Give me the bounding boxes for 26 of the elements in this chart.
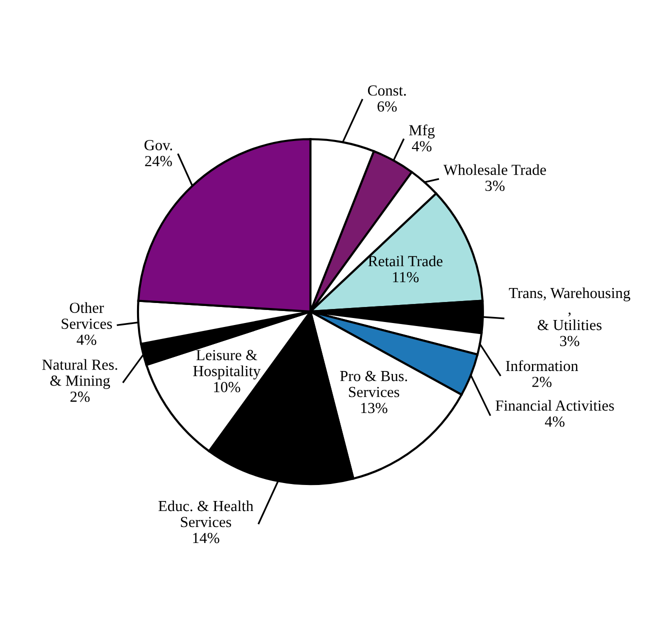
slice-label: Natural Res. & Mining xyxy=(42,359,118,389)
data-label: 3% xyxy=(485,180,505,192)
data-label: 2% xyxy=(70,392,90,402)
data-label: 10% xyxy=(214,382,240,392)
data-label: 4% xyxy=(76,334,96,345)
data-label: 13% xyxy=(361,402,388,414)
data-label: 14% xyxy=(193,532,220,544)
slice-label: Information xyxy=(506,360,578,372)
slice-label: Leisure & Hospitality xyxy=(193,350,261,380)
slice-label: Wholesale Trade xyxy=(443,164,546,176)
slice-label: Educ. & Health Services xyxy=(158,500,254,528)
data-label: 4% xyxy=(412,141,432,152)
slice-label: Retail Trade xyxy=(368,256,442,266)
data-label: 11% xyxy=(393,272,419,282)
slice-label: Trans, Warehousing , & Utilities xyxy=(508,287,630,330)
slice-label: Gov. xyxy=(144,140,172,150)
data-label: 24% xyxy=(145,156,172,166)
slice-label: Other Services xyxy=(62,302,112,329)
data-label: 6% xyxy=(378,101,397,112)
data-label: 4% xyxy=(544,416,564,427)
data-label: 2% xyxy=(532,376,552,388)
slice-label: Mfg xyxy=(409,124,435,139)
slice-label: Pro & Bus. Services xyxy=(340,370,408,398)
data-label: 3% xyxy=(560,336,580,346)
slice-label: Financial Activities xyxy=(496,400,614,411)
slice-label: Const. xyxy=(368,85,406,96)
